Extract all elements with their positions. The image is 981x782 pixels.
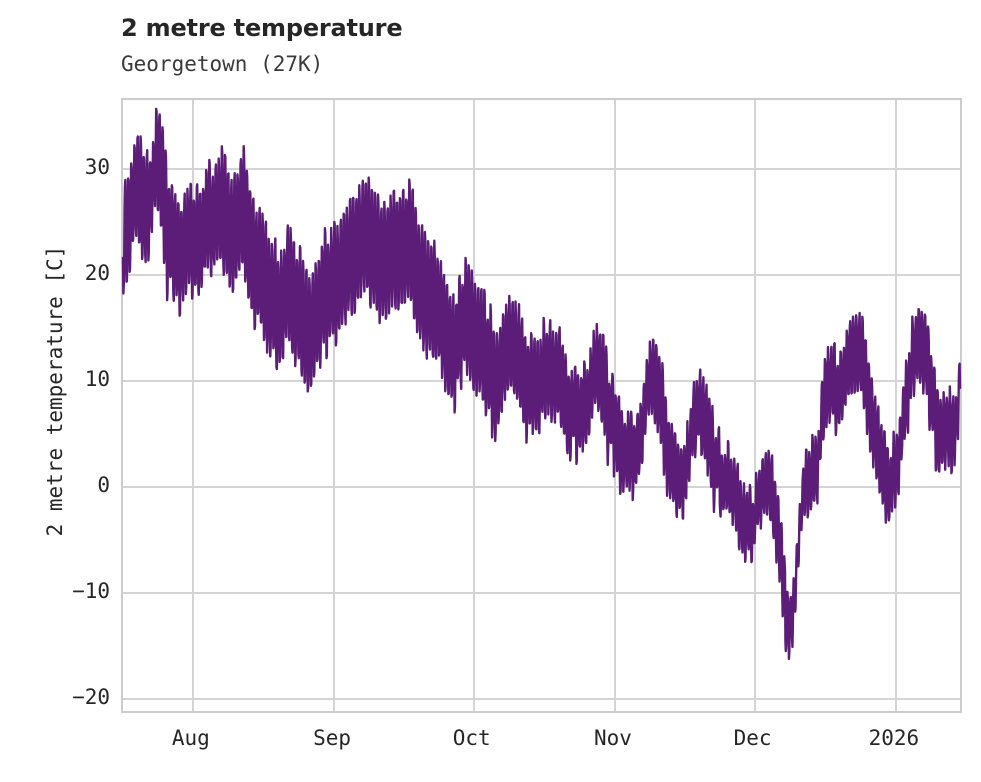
y-axis-label: 2 metre temperature [C] bbox=[0, 0, 67, 782]
y-tick-label: −10 bbox=[72, 579, 110, 604]
temperature-series bbox=[121, 107, 962, 661]
page-title: 2 metre temperature bbox=[121, 14, 403, 42]
y-tick-label: −20 bbox=[72, 685, 110, 710]
gridline-vertical bbox=[894, 100, 897, 711]
x-tick-label: Oct bbox=[452, 726, 491, 750]
gridline-horizontal bbox=[123, 592, 960, 595]
gridline-horizontal bbox=[123, 273, 960, 276]
x-tick-label: Sep bbox=[313, 726, 352, 750]
gridline-horizontal bbox=[123, 486, 960, 489]
gridline-vertical bbox=[333, 100, 336, 711]
y-tick-label: 20 bbox=[84, 260, 110, 285]
x-tick-label: Dec bbox=[733, 726, 772, 750]
gridline-horizontal bbox=[123, 698, 960, 701]
gridline-vertical bbox=[472, 100, 475, 711]
y-tick-label: 10 bbox=[84, 366, 110, 391]
gridline-vertical bbox=[753, 100, 756, 711]
temperature-line bbox=[121, 107, 962, 661]
plot-area bbox=[121, 98, 962, 713]
chart-subtitle: Georgetown (27K) bbox=[121, 52, 324, 76]
x-tick-label: Nov bbox=[594, 726, 632, 750]
x-tick-label: Aug bbox=[171, 726, 210, 750]
gridline-horizontal bbox=[123, 167, 960, 170]
y-tick-label: 0 bbox=[97, 473, 110, 498]
y-tick-label: 30 bbox=[84, 154, 110, 179]
x-tick-label: 2026 bbox=[868, 726, 920, 750]
gridline-vertical bbox=[191, 100, 194, 711]
